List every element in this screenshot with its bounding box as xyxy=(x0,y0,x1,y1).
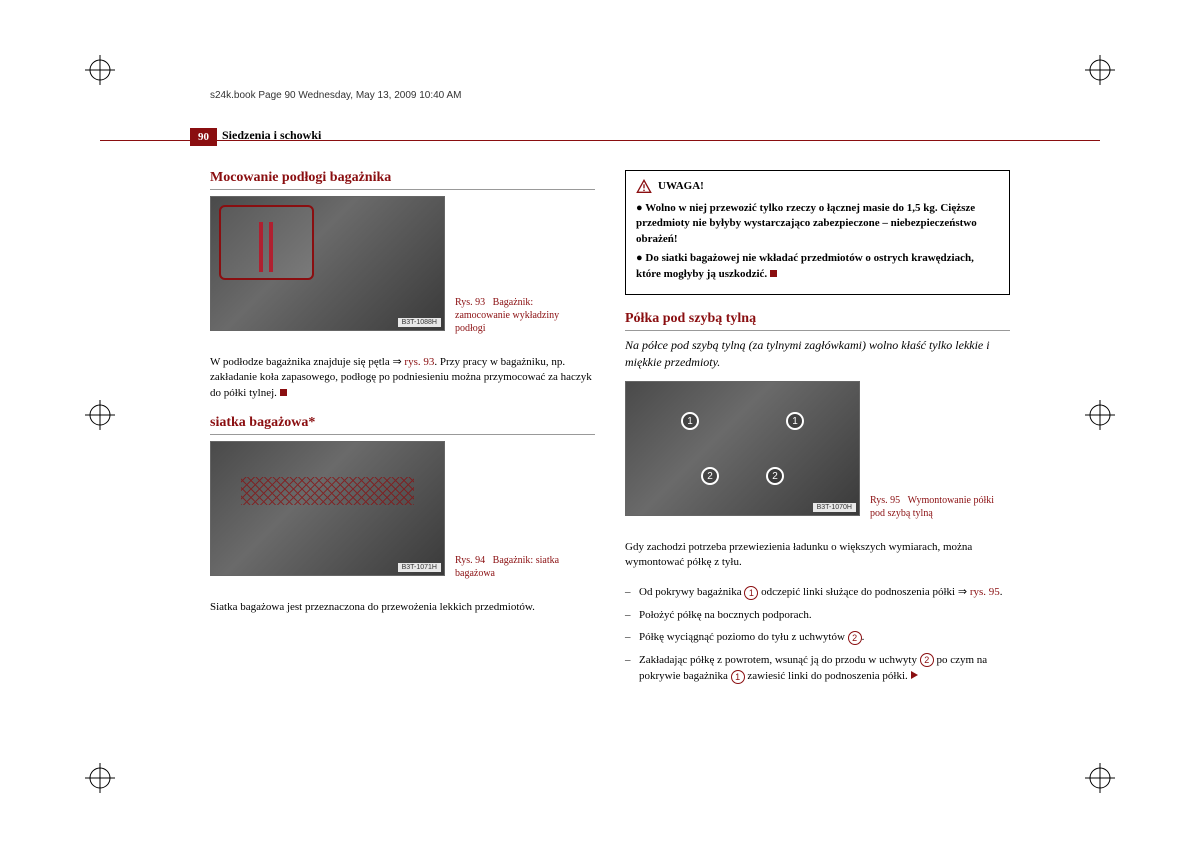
figure-93: B3T-1088H xyxy=(210,196,445,331)
page-number: 90 xyxy=(190,128,217,146)
end-marker-2 xyxy=(770,270,777,277)
end-marker-1 xyxy=(280,389,287,396)
warning-item-2: ● Do siatki bagażowej nie wkładać przedm… xyxy=(636,251,999,282)
warn2-text: Do siatki bagażowej nie wkładać przedmio… xyxy=(636,252,974,279)
figure-94: B3T-1071H xyxy=(210,441,445,576)
step3-b: . xyxy=(862,631,865,643)
figure-94-caption: Rys. 94 Bagażnik: siatka bagażowa xyxy=(455,554,585,588)
fig94-prefix: Rys. 94 xyxy=(455,555,485,566)
crop-mark-ml xyxy=(85,400,115,430)
crop-mark-mr xyxy=(1085,400,1115,430)
step4-c: zawiesić linki do podnoszenia półki. xyxy=(745,670,908,682)
right-column: UWAGA! ● Wolno w niej przewozić tylko rz… xyxy=(625,170,1010,691)
step1-a: Od pokrywy bagażnika xyxy=(639,586,744,598)
section3-intro: Na półce pod szybą tylną (za tylnymi zag… xyxy=(625,337,1010,371)
page-header: s24k.book Page 90 Wednesday, May 13, 200… xyxy=(210,90,461,101)
figure-row-95: 1 1 2 2 B3T-1070H Rys. 95 Wymontowanie p… xyxy=(625,381,1010,528)
circle-1b: 1 xyxy=(731,670,745,684)
step4-a: Zakładając półkę z powrotem, wsunąć ją d… xyxy=(639,654,920,666)
chapter-title: Siedzenia i schowki xyxy=(222,128,321,143)
figure-95-caption: Rys. 95 Wymontowanie półki pod szybą tyl… xyxy=(870,494,1000,528)
crop-mark-tl xyxy=(85,55,115,85)
step-4: Zakładając półkę z powrotem, wsunąć ją d… xyxy=(625,652,1010,685)
warn1-text: Wolno w niej przewozić tylko rzeczy o łą… xyxy=(636,202,977,245)
continue-arrow-icon xyxy=(911,671,918,679)
circle-2b: 2 xyxy=(920,653,934,667)
figure-94-label: B3T-1071H xyxy=(398,563,441,572)
strap-1 xyxy=(259,222,263,272)
s1-ref: rys. 93 xyxy=(404,356,434,368)
figure-row-93: B3T-1088H Rys. 93 Bagażnik: zamocowanie … xyxy=(210,196,595,343)
section-heading-1: Mocowanie podłogi bagażnika xyxy=(210,170,595,190)
fig93-prefix: Rys. 93 xyxy=(455,297,485,308)
figure-93-label: B3T-1088H xyxy=(398,318,441,327)
figure-row-94: B3T-1071H Rys. 94 Bagażnik: siatka bagaż… xyxy=(210,441,595,588)
step3-a: Półkę wyciągnąć poziomo do tyłu z uchwyt… xyxy=(639,631,848,643)
step-2: Położyć półkę na bocznych podporach. xyxy=(625,607,1010,624)
figure-95: 1 1 2 2 B3T-1070H xyxy=(625,381,860,516)
crop-mark-bl xyxy=(85,763,115,793)
section3-body: Gdy zachodzi potrzeba przewiezienia ładu… xyxy=(625,540,1010,571)
callout-1a: 1 xyxy=(681,412,699,430)
warning-box: UWAGA! ● Wolno w niej przewozić tylko rz… xyxy=(625,170,1010,295)
figure-95-label: B3T-1070H xyxy=(813,503,856,512)
step-1: Od pokrywy bagażnika 1 odczepić linki sł… xyxy=(625,584,1010,601)
s1-body-a: W podłodze bagażnika znajduje się pętla … xyxy=(210,356,404,368)
step1-b: odczepić linki służące do podnoszenia pó… xyxy=(758,586,969,598)
figure-93-detail xyxy=(219,205,314,280)
warning-title: UWAGA! xyxy=(658,179,704,194)
step1-ref: rys. 95 xyxy=(970,586,1000,598)
section-heading-3: Półka pod szybą tylną xyxy=(625,311,1010,331)
step1-c: . xyxy=(1000,586,1003,598)
warning-icon xyxy=(636,179,652,195)
callout-1b: 1 xyxy=(786,412,804,430)
crop-mark-br xyxy=(1085,763,1115,793)
warning-title-row: UWAGA! xyxy=(636,179,999,195)
crop-mark-tr xyxy=(1085,55,1115,85)
callout-2b: 2 xyxy=(766,467,784,485)
section2-body: Siatka bagażowa jest przeznaczona do prz… xyxy=(210,600,595,615)
callout-2a: 2 xyxy=(701,467,719,485)
section-heading-2: siatka bagażowa* xyxy=(210,415,595,435)
left-column: Mocowanie podłogi bagażnika B3T-1088H Ry… xyxy=(210,170,595,691)
circle-2a: 2 xyxy=(848,631,862,645)
strap-2 xyxy=(269,222,273,272)
section1-body: W podłodze bagażnika znajduje się pętla … xyxy=(210,355,595,401)
circle-1a: 1 xyxy=(744,586,758,600)
fig95-prefix: Rys. 95 xyxy=(870,495,900,506)
figure-93-caption: Rys. 93 Bagażnik: zamocowanie wykładziny… xyxy=(455,296,585,343)
content-area: Mocowanie podłogi bagażnika B3T-1088H Ry… xyxy=(210,170,1010,691)
net-graphic xyxy=(241,477,414,505)
warning-item-1: ● Wolno w niej przewozić tylko rzeczy o … xyxy=(636,201,999,247)
step-3: Półkę wyciągnąć poziomo do tyłu z uchwyt… xyxy=(625,629,1010,646)
